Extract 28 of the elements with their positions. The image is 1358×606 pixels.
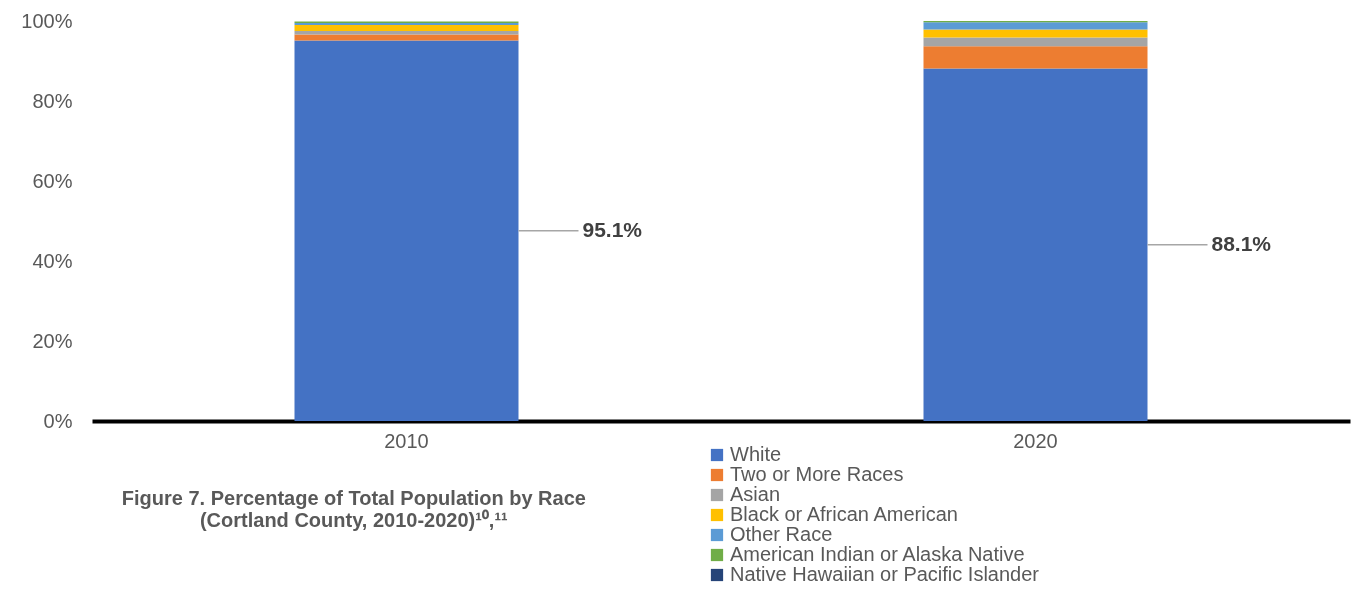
y-tick-label: 40% xyxy=(32,249,73,272)
legend-label: White xyxy=(730,443,782,465)
data-label: 95.1% xyxy=(582,217,643,241)
bar xyxy=(294,34,519,41)
bar xyxy=(923,37,1148,47)
y-tick-label: 0% xyxy=(43,409,73,432)
bar xyxy=(294,25,519,31)
legend-label: Other Race xyxy=(730,523,833,545)
y-tick-label: 80% xyxy=(32,89,73,112)
legend-label: American Indian or Alaska Native xyxy=(730,543,1025,565)
text: Figure 7. Percentage of Total Population by Race xyxy=(121,487,586,509)
legend-label: Two or More Races xyxy=(730,463,904,485)
bar xyxy=(923,22,1148,30)
x-tick-label: 2010 xyxy=(384,429,429,452)
legend-label: Asian xyxy=(730,483,781,505)
legend-label: Native Hawaiian or Pacific Islander xyxy=(730,563,1040,585)
bar xyxy=(294,40,519,421)
y-tick-label: 60% xyxy=(32,169,73,192)
y-tick-label: 100% xyxy=(21,9,73,32)
bar xyxy=(923,29,1148,38)
data-label: 88.1% xyxy=(1211,231,1272,255)
x-tick-label: 2020 xyxy=(1013,429,1058,452)
bar xyxy=(294,31,519,35)
legend-label: Black or African American xyxy=(730,503,958,525)
y-tick-label: 20% xyxy=(32,329,73,352)
text: (Cortland County, 2010-2020)¹⁰,¹¹ xyxy=(199,509,509,531)
bar xyxy=(923,46,1148,69)
bar xyxy=(923,68,1148,421)
